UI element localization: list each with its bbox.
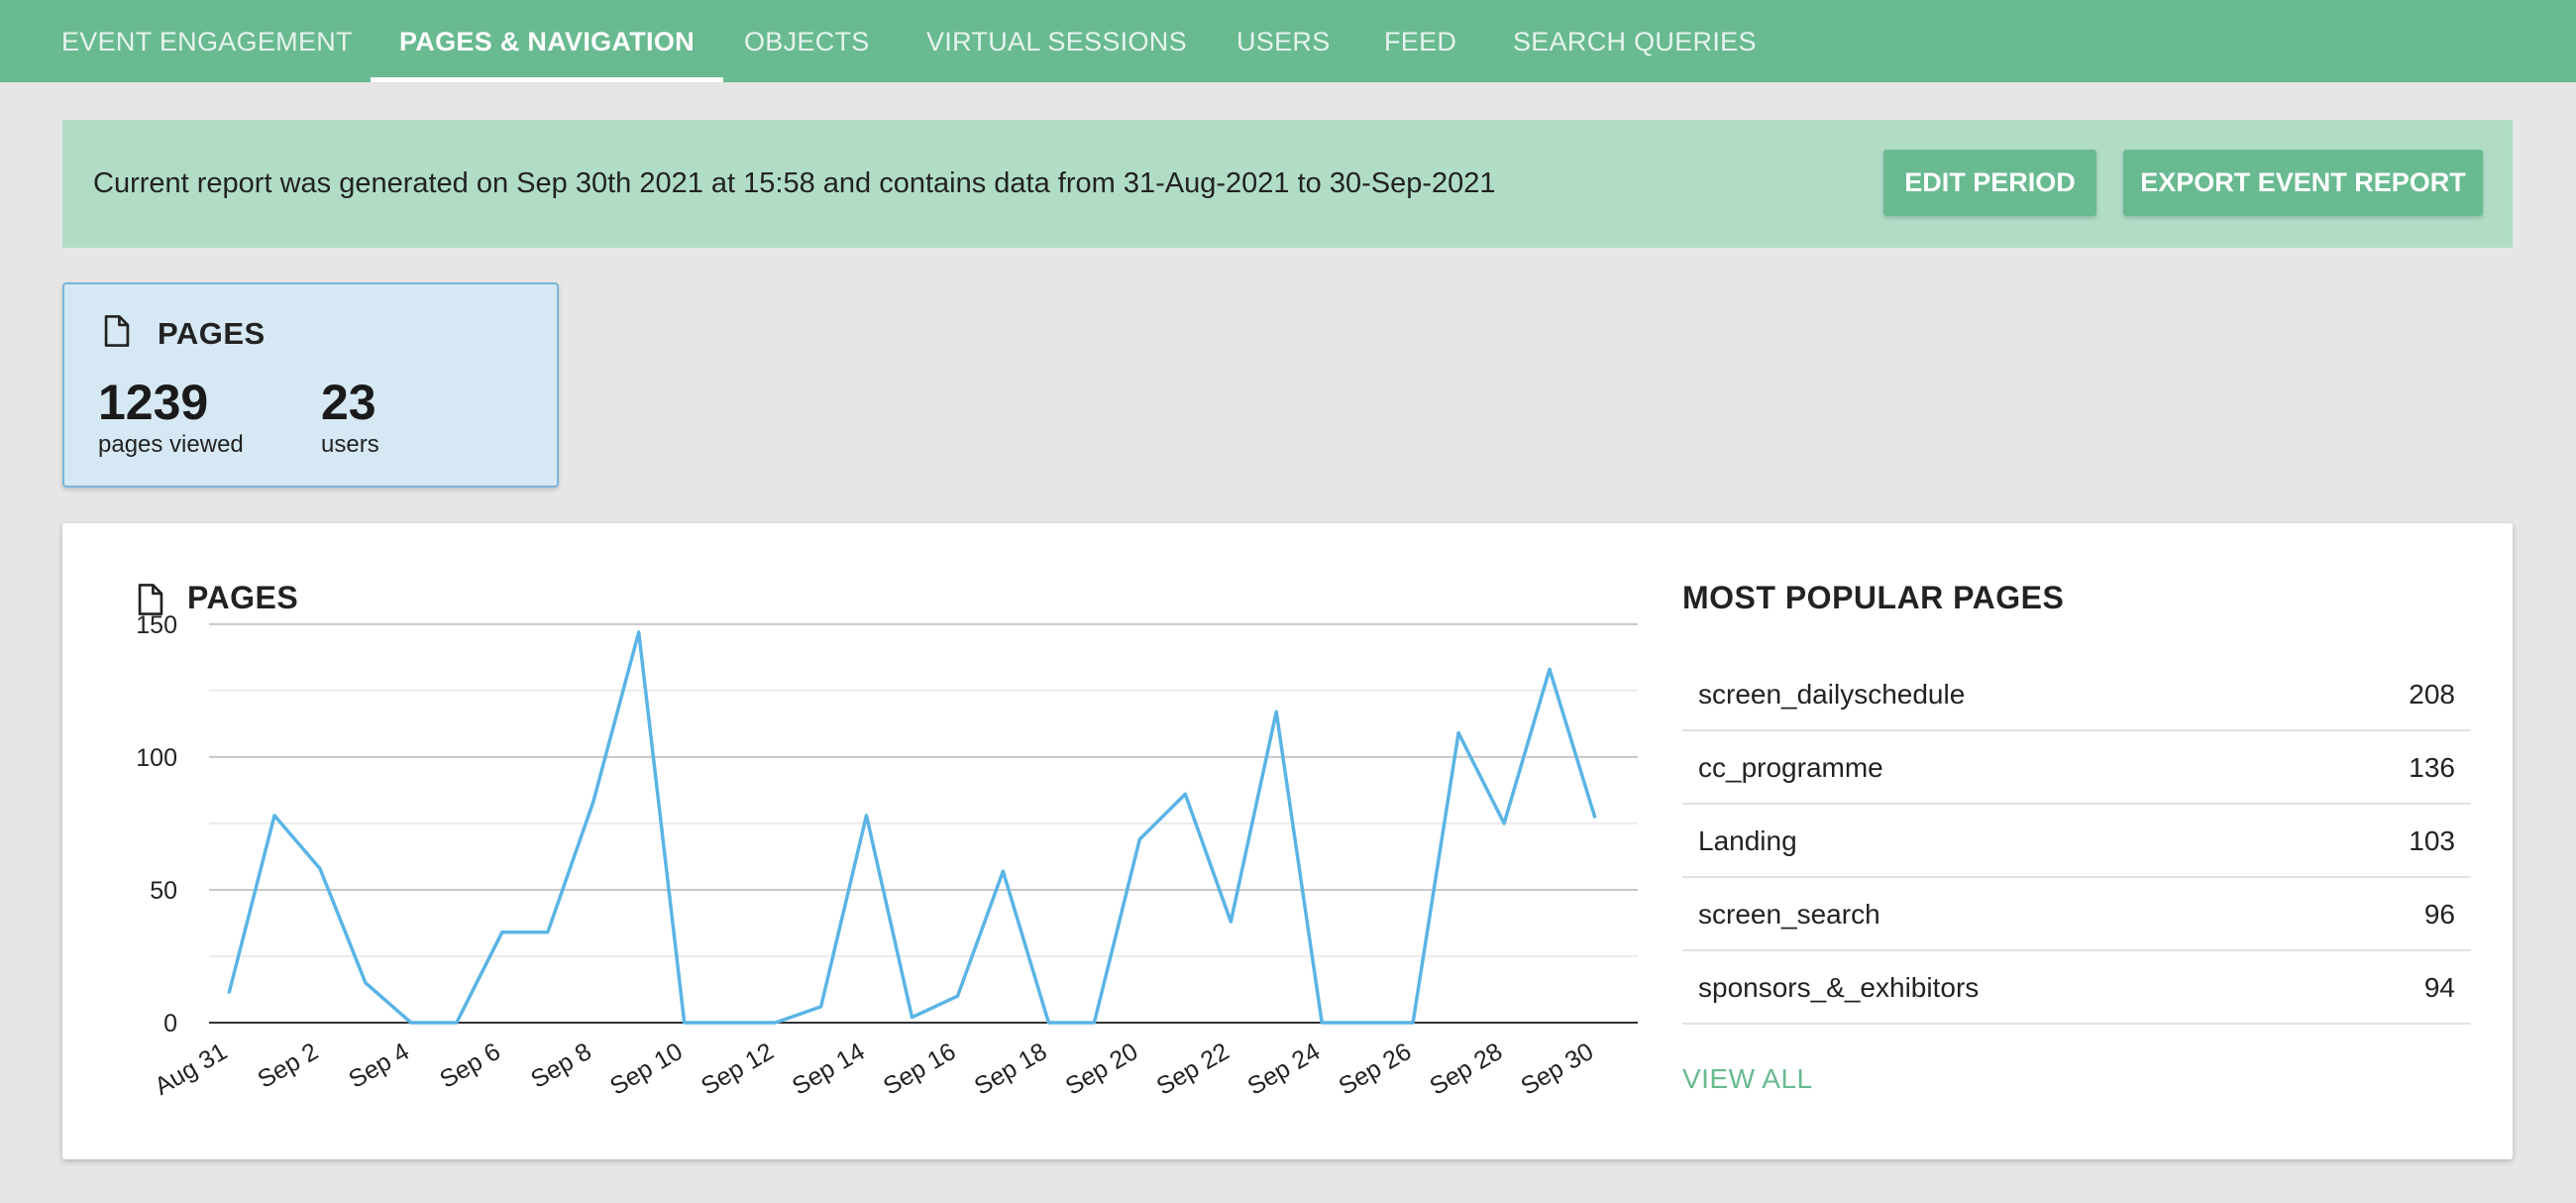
- pages-panel: PAGES 0 50 100 150 Aug 31 Sep 2 Sep 4 Sep 6 Sep …: [62, 523, 2513, 1159]
- report-period-text: Current report was generated on Sep 30th…: [93, 167, 1496, 199]
- stat-card-title: PAGES: [158, 316, 266, 351]
- x-tick-label: Sep 10: [605, 1038, 688, 1101]
- page-count: 94: [2423, 972, 2455, 1003]
- y-tick-label: 150: [136, 611, 177, 639]
- x-tick-label: Sep 18: [970, 1038, 1052, 1101]
- x-tick-label: Sep 6: [435, 1038, 505, 1094]
- export-event-report-button[interactable]: EXPORT EVENT REPORT: [2123, 150, 2483, 216]
- pages-viewed-value: 1239: [98, 375, 209, 430]
- x-tick-label: Sep 4: [344, 1038, 414, 1094]
- document-icon: [104, 315, 130, 347]
- x-tick-label: Sep 16: [879, 1038, 961, 1101]
- x-tick-label: Sep 26: [1335, 1038, 1417, 1101]
- tab-objects[interactable]: OBJECTS: [744, 27, 870, 56]
- y-tick-label: 100: [136, 744, 177, 772]
- x-tick-label: Sep 30: [1516, 1038, 1598, 1101]
- page-name: Landing: [1698, 825, 1797, 856]
- view-all-link[interactable]: VIEW ALL: [1682, 1063, 1813, 1094]
- edit-period-button[interactable]: EDIT PERIOD: [1883, 150, 2096, 216]
- page-name: screen_dailyschedule: [1698, 679, 1966, 710]
- list-item[interactable]: cc_programme 136: [1682, 731, 2471, 805]
- tab-search-queries[interactable]: SEARCH QUERIES: [1513, 27, 1757, 56]
- tab-virtual-sessions[interactable]: VIRTUAL SESSIONS: [926, 27, 1187, 56]
- list-item[interactable]: Landing 103: [1682, 805, 2471, 878]
- list-item[interactable]: sponsors_&_exhibitors 94: [1682, 951, 2471, 1025]
- x-tick-label: Aug 31: [150, 1038, 232, 1101]
- x-tick-label: Sep 2: [253, 1038, 323, 1094]
- pages-viewed-label: pages viewed: [98, 431, 244, 458]
- page-name: screen_search: [1698, 899, 1880, 930]
- page-name: sponsors_&_exhibitors: [1698, 972, 1980, 1003]
- tab-pages-navigation[interactable]: PAGES & NAVIGATION: [371, 0, 723, 82]
- users-value: 23: [321, 375, 376, 430]
- x-tick-label: Sep 8: [526, 1038, 596, 1094]
- tab-event-engagement[interactable]: EVENT ENGAGEMENT: [61, 27, 353, 56]
- list-item[interactable]: screen_search 96: [1682, 878, 2471, 951]
- page-count: 208: [2409, 679, 2455, 710]
- x-tick-label: Sep 22: [1152, 1038, 1234, 1101]
- y-tick-label: 50: [150, 877, 177, 905]
- page-name: cc_programme: [1698, 752, 1883, 783]
- x-tick-label: Sep 14: [788, 1038, 870, 1101]
- tab-feed[interactable]: FEED: [1384, 27, 1457, 56]
- x-tick-label: Sep 20: [1061, 1038, 1143, 1101]
- report-banner: Current report was generated on Sep 30th…: [62, 120, 2513, 248]
- top-navigation: EVENT ENGAGEMENT PAGES & NAVIGATION OBJE…: [0, 0, 2576, 82]
- page-count: 136: [2409, 752, 2455, 783]
- popular-pages-list: screen_dailyschedule 208 cc_programme 13…: [1682, 658, 2471, 1025]
- list-item[interactable]: screen_dailyschedule 208: [1682, 658, 2471, 731]
- y-tick-label: 0: [163, 1010, 177, 1038]
- page-count: 103: [2409, 825, 2455, 856]
- x-tick-label: Sep 28: [1425, 1038, 1507, 1101]
- pages-stat-card[interactable]: PAGES 1239 pages viewed 23 users: [62, 282, 559, 488]
- x-tick-label: Sep 24: [1243, 1038, 1326, 1101]
- document-icon: [138, 584, 163, 615]
- chart-title: PAGES: [187, 580, 299, 615]
- tab-users[interactable]: USERS: [1236, 27, 1331, 56]
- series-line: [227, 630, 1597, 1025]
- popular-pages-title: MOST POPULAR PAGES: [1682, 580, 2065, 615]
- users-label: users: [321, 431, 379, 458]
- page-count: 96: [2423, 899, 2455, 930]
- x-tick-label: Sep 12: [697, 1038, 779, 1101]
